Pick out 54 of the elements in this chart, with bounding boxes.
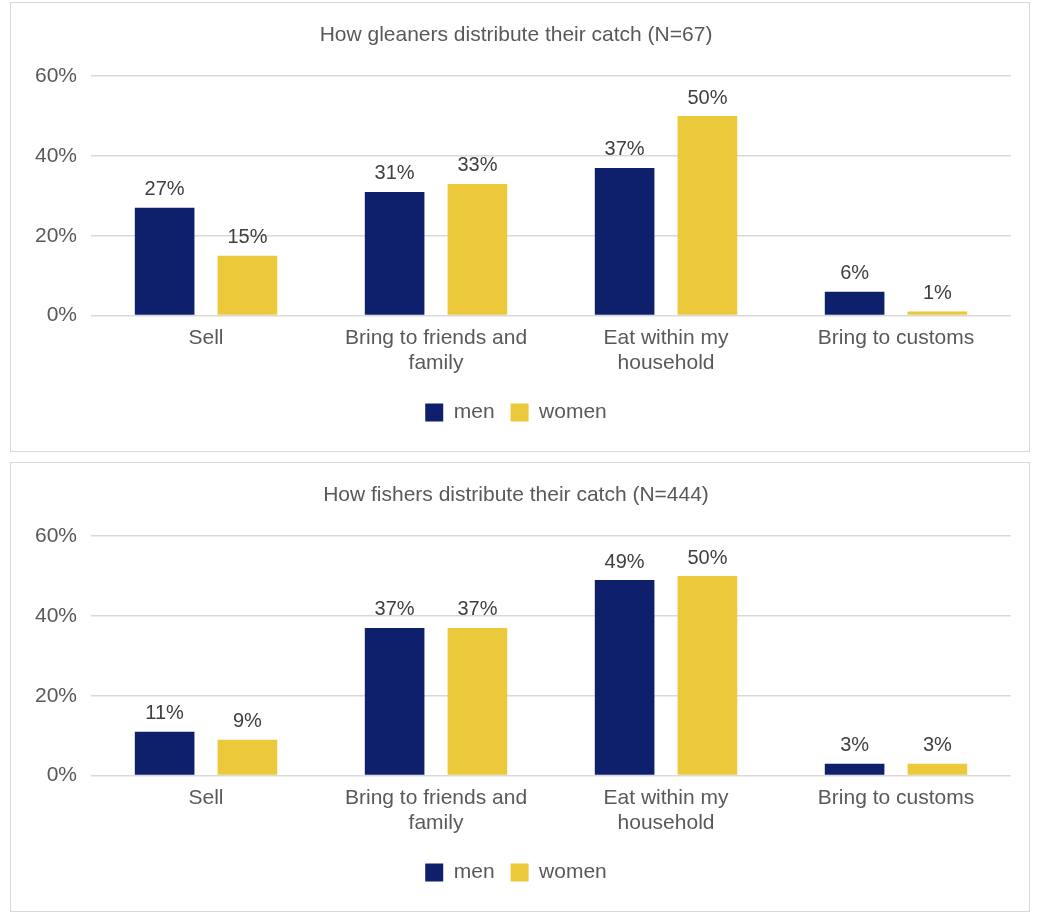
data-label: 3%: [840, 733, 870, 756]
data-label: 50%: [687, 85, 728, 108]
data-label: 37%: [457, 597, 498, 620]
legend-label: men: [453, 859, 495, 883]
bar: [447, 627, 508, 775]
x-tick-label: Eat within my household: [603, 325, 729, 374]
bar: [364, 627, 425, 775]
chart-title: How fishers distribute their catch (N=444): [323, 482, 709, 506]
bar: [824, 763, 885, 775]
y-tick-label: 0%: [46, 302, 78, 326]
data-label: 49%: [604, 549, 645, 572]
data-label: 27%: [144, 177, 185, 200]
chart-title: How gleaners distribute their catch (N=67): [319, 22, 713, 46]
bar: [594, 580, 655, 775]
bar: [824, 291, 885, 315]
bar: [364, 191, 425, 315]
bar: [907, 311, 968, 315]
y-tick-label: 20%: [35, 222, 78, 246]
x-tick-label: Sell: [188, 325, 224, 348]
bar: [134, 731, 195, 775]
legend-label: men: [453, 399, 495, 423]
bar: [217, 255, 278, 315]
x-tick-label: Eat within my household: [603, 785, 729, 834]
data-label: 3%: [922, 733, 953, 756]
data-label: 33%: [457, 153, 498, 176]
x-tick-label: Bring to customs: [817, 785, 975, 808]
y-tick-label: 40%: [35, 602, 78, 626]
data-label: 9%: [232, 709, 263, 732]
data-label: 37%: [604, 137, 645, 160]
bar: [907, 763, 968, 775]
data-label: 11%: [145, 701, 185, 724]
bar: [447, 183, 508, 315]
data-label: 1%: [922, 281, 953, 304]
y-tick-label: 0%: [46, 762, 78, 786]
data-label: 31%: [374, 161, 415, 184]
bar: [677, 576, 738, 775]
bar: [594, 167, 655, 315]
x-tick-label: Sell: [188, 785, 224, 808]
y-tick-label: 20%: [35, 682, 78, 706]
legend-label: women: [538, 399, 607, 423]
data-label: 6%: [840, 261, 870, 284]
y-tick-label: 40%: [35, 142, 78, 166]
y-tick-label: 60%: [35, 63, 78, 86]
x-tick-label: Bring to friends and family: [344, 325, 528, 374]
data-label: 50%: [687, 545, 728, 568]
bar: [217, 739, 278, 775]
data-label: 15%: [227, 225, 268, 248]
data-label: 37%: [374, 597, 415, 620]
x-tick-label: Bring to customs: [817, 325, 975, 348]
x-tick-label: Bring to friends and family: [344, 785, 528, 834]
y-tick-label: 60%: [35, 523, 78, 546]
bar: [134, 207, 195, 315]
bar: [677, 116, 738, 315]
legend-label: women: [538, 859, 607, 883]
